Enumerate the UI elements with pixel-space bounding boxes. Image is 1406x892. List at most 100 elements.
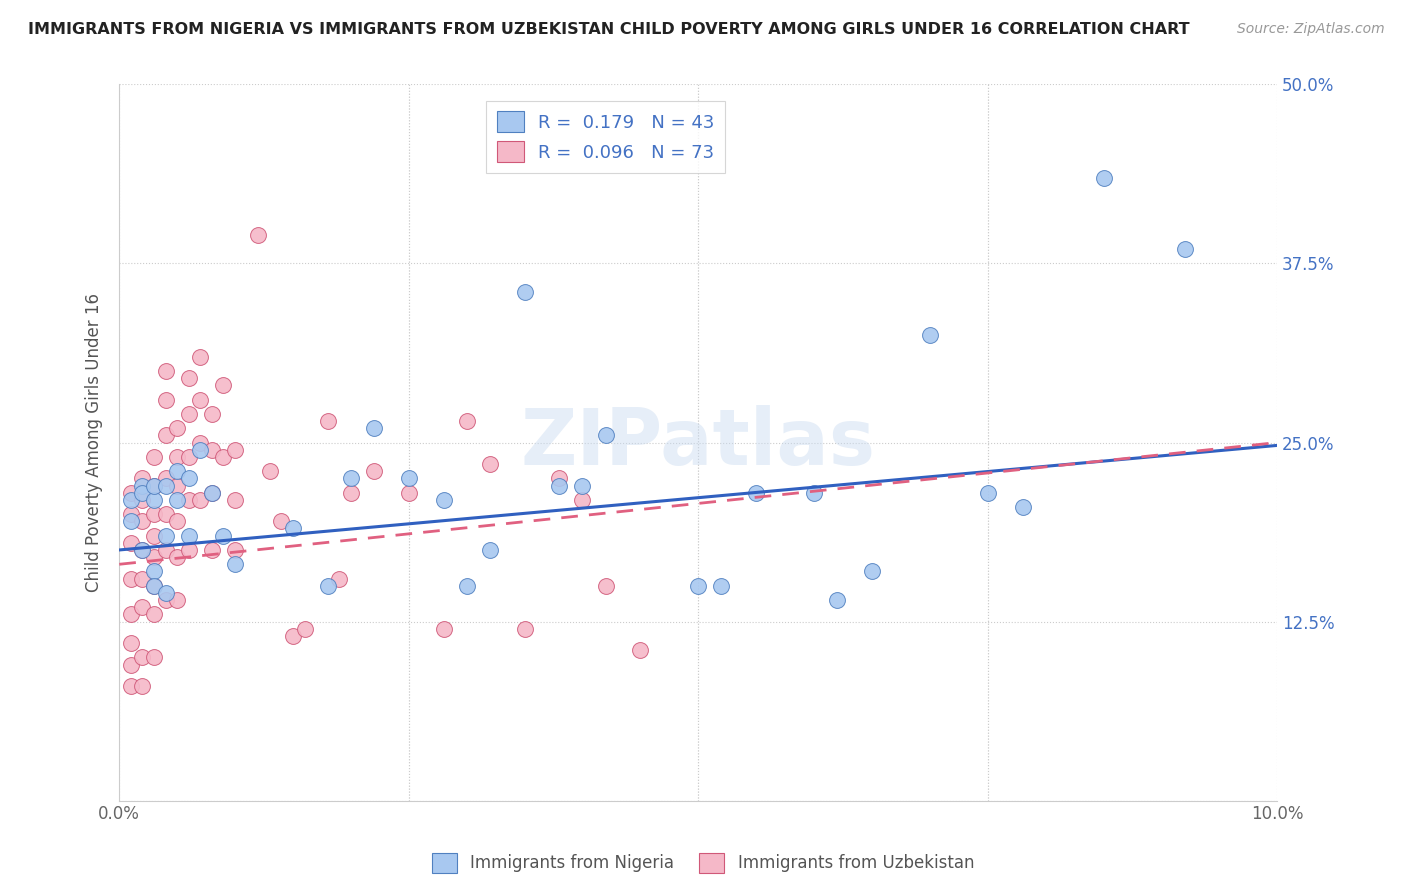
Point	[131, 572, 153, 586]
Point	[571, 478, 593, 492]
Point	[825, 593, 848, 607]
Point	[259, 464, 281, 478]
Point	[398, 485, 420, 500]
Point	[548, 478, 571, 492]
Point	[177, 407, 200, 421]
Point	[155, 528, 177, 542]
Point	[120, 536, 142, 550]
Point	[224, 442, 246, 457]
Point	[143, 492, 166, 507]
Point	[143, 528, 166, 542]
Point	[212, 378, 235, 392]
Legend: Immigrants from Nigeria, Immigrants from Uzbekistan: Immigrants from Nigeria, Immigrants from…	[425, 847, 981, 880]
Point	[513, 622, 536, 636]
Point	[456, 579, 478, 593]
Point	[120, 679, 142, 693]
Point	[628, 643, 651, 657]
Point	[120, 657, 142, 672]
Point	[131, 543, 153, 558]
Point	[803, 485, 825, 500]
Point	[918, 328, 941, 343]
Point	[548, 471, 571, 485]
Point	[155, 593, 177, 607]
Point	[131, 485, 153, 500]
Point	[131, 600, 153, 615]
Point	[316, 414, 339, 428]
Point	[166, 492, 188, 507]
Point	[143, 478, 166, 492]
Point	[201, 407, 224, 421]
Point	[143, 579, 166, 593]
Point	[201, 485, 224, 500]
Y-axis label: Child Poverty Among Girls Under 16: Child Poverty Among Girls Under 16	[86, 293, 103, 592]
Point	[155, 428, 177, 442]
Point	[143, 450, 166, 464]
Point	[120, 572, 142, 586]
Point	[1092, 170, 1115, 185]
Point	[177, 528, 200, 542]
Point	[177, 371, 200, 385]
Point	[224, 558, 246, 572]
Point	[131, 543, 153, 558]
Point	[188, 442, 211, 457]
Point	[281, 629, 304, 643]
Point	[201, 485, 224, 500]
Point	[166, 421, 188, 435]
Point	[363, 464, 385, 478]
Point	[155, 543, 177, 558]
Point	[1011, 500, 1033, 514]
Point	[155, 364, 177, 378]
Point	[456, 414, 478, 428]
Point	[571, 492, 593, 507]
Point	[177, 543, 200, 558]
Point	[120, 514, 142, 528]
Point	[212, 528, 235, 542]
Point	[513, 285, 536, 300]
Point	[143, 579, 166, 593]
Point	[188, 350, 211, 364]
Text: IMMIGRANTS FROM NIGERIA VS IMMIGRANTS FROM UZBEKISTAN CHILD POVERTY AMONG GIRLS : IMMIGRANTS FROM NIGERIA VS IMMIGRANTS FR…	[28, 22, 1189, 37]
Point	[294, 622, 316, 636]
Point	[155, 392, 177, 407]
Point	[1174, 242, 1197, 256]
Point	[595, 579, 617, 593]
Point	[155, 586, 177, 600]
Point	[595, 428, 617, 442]
Point	[143, 607, 166, 622]
Point	[143, 565, 166, 579]
Point	[131, 650, 153, 665]
Point	[143, 550, 166, 565]
Point	[478, 543, 501, 558]
Point	[131, 514, 153, 528]
Point	[340, 485, 363, 500]
Point	[201, 543, 224, 558]
Point	[316, 579, 339, 593]
Point	[224, 543, 246, 558]
Point	[120, 636, 142, 650]
Point	[120, 607, 142, 622]
Point	[177, 450, 200, 464]
Point	[166, 478, 188, 492]
Point	[212, 450, 235, 464]
Point	[363, 421, 385, 435]
Text: Source: ZipAtlas.com: Source: ZipAtlas.com	[1237, 22, 1385, 37]
Point	[745, 485, 768, 500]
Point	[131, 492, 153, 507]
Point	[166, 593, 188, 607]
Point	[143, 478, 166, 492]
Point	[340, 471, 363, 485]
Point	[188, 435, 211, 450]
Text: ZIPatlas: ZIPatlas	[520, 405, 876, 481]
Point	[432, 492, 454, 507]
Point	[688, 579, 710, 593]
Point	[432, 622, 454, 636]
Point	[120, 492, 142, 507]
Point	[270, 514, 292, 528]
Point	[188, 392, 211, 407]
Point	[224, 492, 246, 507]
Point	[710, 579, 733, 593]
Point	[143, 650, 166, 665]
Point	[143, 507, 166, 521]
Point	[177, 492, 200, 507]
Point	[131, 471, 153, 485]
